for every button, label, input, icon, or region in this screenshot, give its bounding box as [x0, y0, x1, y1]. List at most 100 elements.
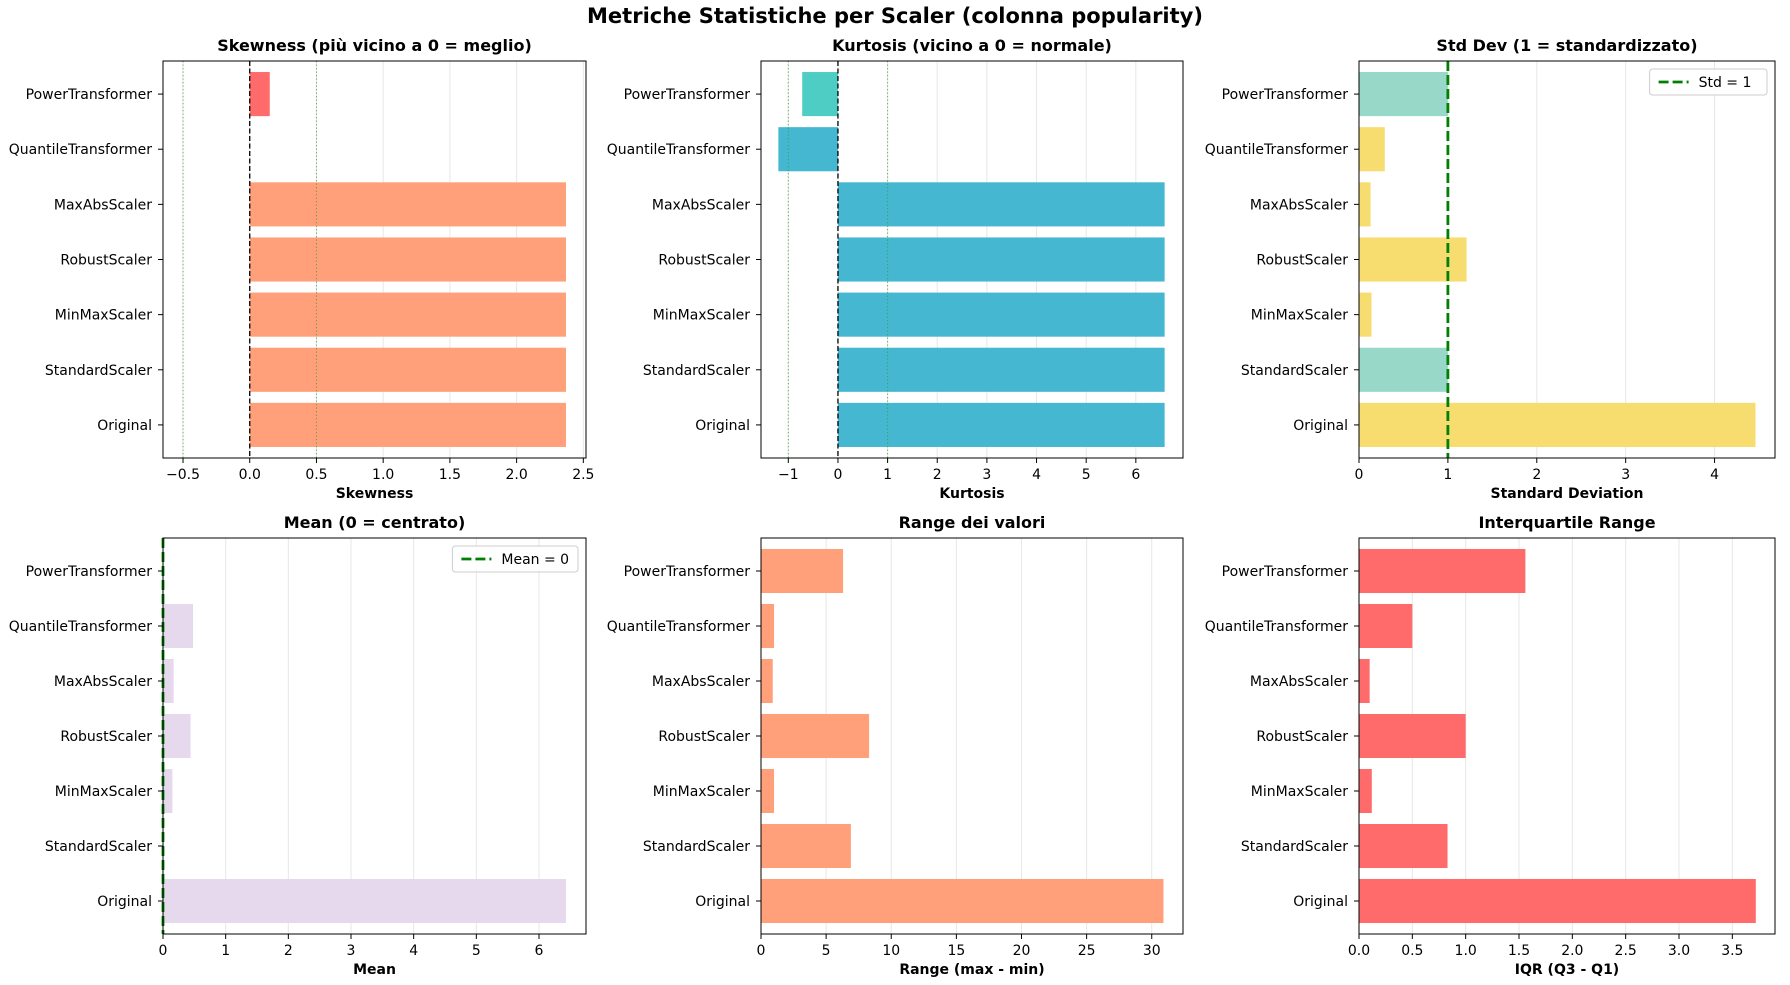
- y-tick-label: RobustScaler: [60, 729, 152, 745]
- x-tick-label: 2.5: [572, 467, 594, 483]
- bar-powertransformer: [1359, 549, 1526, 593]
- bar-standardscaler: [1359, 347, 1448, 392]
- legend: Mean = 0: [451, 545, 579, 573]
- panel-title: Kurtosis (vicino a 0 = normale): [832, 36, 1112, 55]
- x-axis-label: Standard Deviation: [1490, 486, 1643, 502]
- x-tick-label: 5: [1082, 467, 1091, 483]
- y-tick-label: Original: [97, 894, 152, 910]
- bar-robustscaler: [249, 237, 566, 282]
- bar-original: [837, 402, 1165, 447]
- bar-original: [1359, 402, 1756, 447]
- y-tick-label: PowerTransformer: [624, 87, 751, 103]
- y-tick-label: Original: [1293, 418, 1348, 434]
- bar-maxabsscaler: [1359, 182, 1371, 227]
- y-tick-label: StandardScaler: [1241, 363, 1348, 379]
- bar-original: [1359, 879, 1756, 923]
- panel-6: Original StandardScaler MinMaxScaler Robust…: [1205, 513, 1776, 978]
- x-tick-label: 2: [284, 943, 293, 959]
- axes-frame: [162, 537, 587, 935]
- y-tick-label: StandardScaler: [45, 363, 152, 379]
- y-tick-label: MaxAbsScaler: [54, 674, 152, 690]
- x-tick-label: 2.5: [1615, 943, 1637, 959]
- y-tick-label: RobustScaler: [60, 253, 152, 269]
- y-tick-label: QuantileTransformer: [9, 619, 152, 635]
- panel-title: Interquartile Range: [1478, 513, 1655, 532]
- x-axis-label: Range (max - min): [899, 962, 1044, 978]
- bar-original: [249, 402, 566, 447]
- bar-quantiletransformer: [1359, 604, 1413, 648]
- x-tick-label: −0.5: [166, 467, 200, 483]
- y-tick-label: RobustScaler: [658, 253, 750, 269]
- x-tick-label: 3: [982, 467, 991, 483]
- y-tick-label: Original: [97, 418, 152, 434]
- bar-powertransformer: [802, 72, 838, 117]
- y-tick-label: PowerTransformer: [26, 87, 153, 103]
- bar-maxabsscaler: [1359, 659, 1370, 703]
- y-tick-label: MinMaxScaler: [653, 784, 750, 800]
- x-tick-label: 3.0: [1668, 943, 1690, 959]
- bar-robustscaler: [1359, 237, 1467, 282]
- panel-5: Original StandardScaler MinMaxScaler Robust…: [607, 513, 1184, 978]
- y-tick-label: MinMaxScaler: [55, 784, 152, 800]
- y-tick-label: PowerTransformer: [26, 564, 153, 580]
- bar-standardscaler: [1359, 824, 1448, 868]
- panel-title: Range dei valori: [899, 513, 1046, 532]
- x-tick-label: 2: [1532, 467, 1541, 483]
- y-tick-label: StandardScaler: [643, 839, 750, 855]
- y-tick-label: StandardScaler: [45, 839, 152, 855]
- x-tick-label: 20: [1013, 943, 1031, 959]
- legend-box: [1649, 68, 1768, 96]
- bar-powertransformer: [761, 549, 844, 593]
- bar-standardscaler: [249, 347, 566, 392]
- legend: Std = 1: [1649, 68, 1768, 96]
- x-tick-label: 2.0: [1561, 943, 1583, 959]
- x-tick-label: 6: [1131, 467, 1140, 483]
- y-tick-label: QuantileTransformer: [1205, 619, 1348, 635]
- y-tick-label: PowerTransformer: [1222, 87, 1349, 103]
- bar-robustscaler: [761, 714, 870, 758]
- x-tick-label: 0.0: [239, 467, 261, 483]
- x-tick-label: 4: [409, 943, 418, 959]
- panel-3: Original StandardScaler MinMaxScaler Robust…: [1205, 36, 1776, 502]
- y-tick-label: MinMaxScaler: [55, 308, 152, 324]
- y-tick-label: RobustScaler: [658, 729, 750, 745]
- x-tick-label: 1.0: [1455, 943, 1477, 959]
- bar-robustscaler: [837, 237, 1165, 282]
- x-tick-label: 3: [1621, 467, 1630, 483]
- y-tick-label: MaxAbsScaler: [652, 674, 750, 690]
- y-tick-label: Original: [695, 418, 750, 434]
- panel-2: Original StandardScaler MinMaxScaler Robust…: [607, 36, 1184, 502]
- x-tick-label: 25: [1078, 943, 1096, 959]
- x-tick-label: 0.5: [305, 467, 327, 483]
- x-tick-label: 2: [933, 467, 942, 483]
- y-tick-label: QuantileTransformer: [1205, 142, 1348, 158]
- y-tick-label: RobustScaler: [1256, 253, 1348, 269]
- x-tick-label: 6: [535, 943, 544, 959]
- x-tick-label: 10: [882, 943, 900, 959]
- bar-minmaxscaler: [1359, 292, 1372, 337]
- x-tick-label: 2.0: [505, 467, 527, 483]
- y-tick-label: MaxAbsScaler: [1250, 197, 1348, 213]
- bar-minmaxscaler: [163, 769, 173, 813]
- y-tick-label: RobustScaler: [1256, 729, 1348, 745]
- y-tick-label: QuantileTransformer: [9, 142, 152, 158]
- y-tick-label: StandardScaler: [1241, 839, 1348, 855]
- x-axis-label: IQR (Q3 - Q1): [1515, 962, 1619, 978]
- y-tick-label: PowerTransformer: [1222, 564, 1349, 580]
- x-tick-label: −1: [778, 467, 799, 483]
- y-tick-label: Original: [695, 894, 750, 910]
- y-tick-label: MinMaxScaler: [1251, 308, 1348, 324]
- bar-minmaxscaler: [837, 292, 1165, 337]
- x-tick-label: 0: [833, 467, 842, 483]
- x-tick-label: 0: [159, 943, 168, 959]
- y-tick-label: MinMaxScaler: [653, 308, 750, 324]
- bar-maxabsscaler: [163, 659, 174, 703]
- bar-robustscaler: [1359, 714, 1466, 758]
- x-tick-label: 15: [947, 943, 965, 959]
- x-tick-label: 0.5: [1401, 943, 1423, 959]
- bar-standardscaler: [837, 347, 1165, 392]
- y-tick-label: Original: [1293, 894, 1348, 910]
- bar-powertransformer: [249, 72, 270, 117]
- x-axis-label: Kurtosis: [939, 486, 1004, 502]
- panel-title: Mean (0 = centrato): [284, 513, 466, 532]
